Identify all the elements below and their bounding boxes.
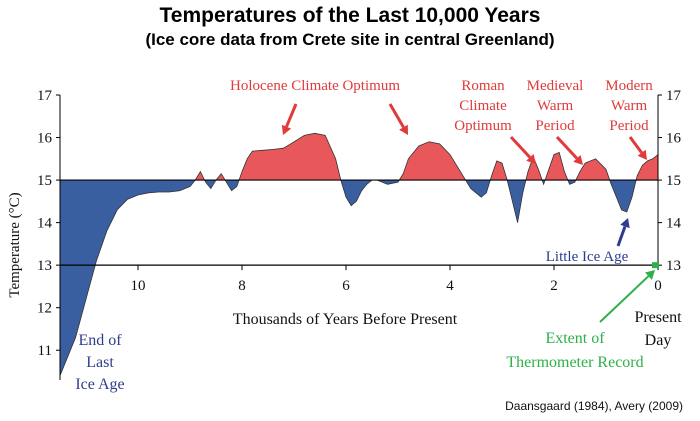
annotation-end-ice-age-2: Last (86, 354, 114, 371)
annotation-roman-1: Roman (461, 78, 505, 94)
annotation-medieval-2: Warm (537, 98, 574, 114)
annotation-little-ice-age: Little Ice Age (546, 249, 629, 265)
y-tick-label-right: 17 (666, 88, 682, 104)
annotation-thermometer-1: Extent of (545, 330, 605, 347)
arrow-modern (628, 136, 647, 160)
y-axis-label: Temperature (°C) (7, 192, 23, 297)
cold-area (60, 180, 658, 376)
y-tick-label-right: 13 (666, 258, 681, 274)
annotation-end-ice-age-3: Ice Age (75, 376, 124, 393)
y-tick-label-right: 16 (666, 131, 682, 147)
arrow-holocene-left (281, 103, 298, 135)
x-tick-label: 0 (654, 278, 662, 294)
annotation-roman-2: Climate (459, 98, 507, 114)
y-tick-label-left: 12 (37, 301, 52, 317)
annotation-medieval-3: Period (535, 118, 575, 134)
annotation-holocene: Holocene Climate Optimum (230, 78, 400, 94)
annotation-roman-3: Optimum (454, 118, 512, 134)
temperature-series-line (59, 132, 659, 376)
warm-area (195, 133, 658, 181)
annotation-modern-1: Modern (605, 78, 653, 94)
source-citation: Daansgaard (1984), Avery (2009) (505, 399, 683, 413)
y-tick-label-left: 13 (37, 258, 52, 274)
arrow-little-ice-age (616, 218, 630, 247)
x-tick-label: 10 (131, 278, 146, 294)
arrow-thermometer (599, 270, 655, 323)
arrow-medieval (555, 135, 583, 165)
y-tick-label-left: 11 (38, 343, 52, 359)
chart-title: Temperatures of the Last 10,000 Years (159, 4, 541, 27)
arrow-roman (509, 135, 536, 164)
chart-subtitle: (Ice core data from Crete site in centra… (145, 30, 555, 49)
thermometer-marker (652, 262, 659, 269)
annotation-medieval-1: Medieval (527, 78, 584, 94)
y-tick-label-right: 14 (666, 216, 682, 232)
annotation-modern-2: Warm (611, 98, 648, 114)
x-tick-label: 4 (446, 278, 454, 294)
x-axis-label: Thousands of Years Before Present (233, 311, 458, 328)
arrow-holocene-right (388, 103, 408, 135)
annotation-thermometer-2: Thermometer Record (506, 354, 643, 371)
y-tick-label-left: 17 (37, 88, 53, 104)
annotation-present-1: Present (634, 309, 682, 326)
y-tick-label-right: 15 (666, 173, 681, 189)
x-tick-label: 8 (238, 278, 246, 294)
y-tick-label-left: 14 (37, 216, 53, 232)
annotation-modern-3: Period (609, 118, 649, 134)
y-tick-label-left: 16 (37, 131, 53, 147)
x-tick-label: 2 (550, 278, 558, 294)
x-tick-label: 6 (342, 278, 350, 294)
annotation-present-2: Day (645, 332, 672, 349)
annotation-end-ice-age-1: End of (78, 332, 122, 349)
y-tick-label-left: 15 (37, 173, 52, 189)
